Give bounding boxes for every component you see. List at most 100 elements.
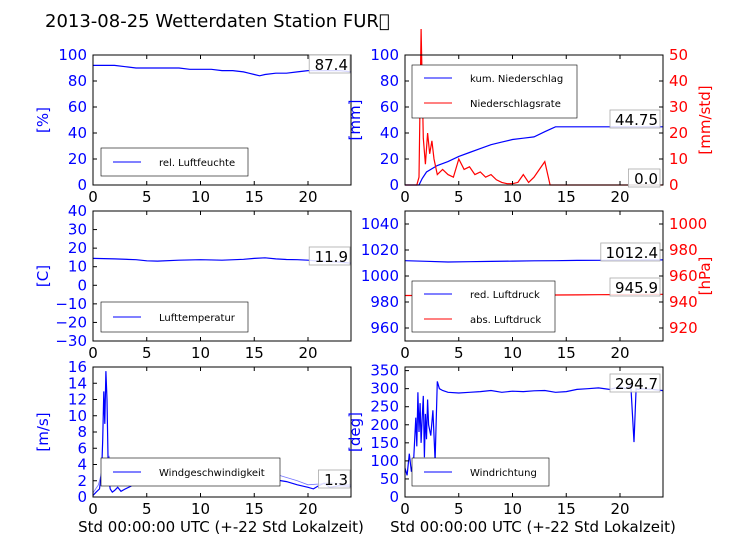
x-tick-label: 20: [610, 344, 629, 362]
legend-label: Niederschlagsrate: [470, 99, 561, 110]
y-tick-label: 8: [77, 423, 87, 441]
panel-temperature: 0 5 10 15 20−30−20−10010203040[C]Lufttempera…: [34, 202, 352, 362]
y2-tick-label: 1000: [669, 215, 707, 233]
legend-label: Lufttemperatur: [159, 313, 236, 324]
panel-wind: 0 5 10 15 200246810121416[m/s]Windgeschwindi…: [34, 358, 352, 518]
x-tick-label: 15: [557, 344, 576, 362]
y-tick-label: 40: [68, 124, 87, 142]
y-tick-label: −20: [55, 313, 87, 331]
y2-tick-label: 920: [669, 319, 698, 337]
x-tick-label: 15: [557, 188, 576, 206]
panel-winddir: 0 5 10 15 20050100150200250300350[deg]Windri…: [346, 362, 664, 518]
current-value: 87.4: [315, 56, 348, 74]
y-tick-label: 1020: [361, 241, 399, 259]
y-tick-label: −10: [55, 295, 87, 313]
legend-box: [411, 64, 578, 119]
legend-box: [411, 280, 556, 333]
y-tick-label: 2: [77, 472, 87, 490]
y-tick-label: 1000: [361, 267, 399, 285]
legend-winddir: Windrichtung: [411, 457, 550, 487]
y-axis-label: [mm]: [346, 100, 364, 141]
x-tick-label: 20: [298, 500, 317, 518]
y2-axis-label: [hPa]: [696, 257, 714, 296]
x-tick-label: 5: [454, 344, 464, 362]
y-tick-label: 0: [389, 176, 399, 194]
current-value-box: [609, 109, 661, 129]
y-tick-label: 960: [370, 319, 399, 337]
x-tick-label: 15: [245, 188, 264, 206]
y-tick-label: 10: [68, 407, 87, 425]
plot-frame-temperature: [92, 210, 352, 342]
y-tick-label: 20: [68, 150, 87, 168]
y-tick-label: 300: [370, 380, 399, 398]
y2-tick-label: 960: [669, 267, 698, 285]
y2-tick-label: 20: [669, 124, 688, 142]
current-value-box: [317, 469, 351, 489]
x-tick-label: 10: [191, 188, 210, 206]
legend-precip: kum. Niederschlag Niederschlagsrate: [411, 64, 578, 119]
y-tick-label: 4: [77, 456, 87, 474]
x-tick-label: 0: [400, 500, 410, 518]
y-tick-label: 20: [68, 239, 87, 257]
legend-temperature: Lufttemperatur: [100, 301, 249, 333]
y-axis-label: [m/s]: [34, 412, 52, 451]
y-tick-label: 60: [68, 98, 87, 116]
x-tick-label: 15: [245, 344, 264, 362]
panel-precip: 0 5 10 15 20 0 20 40 60 80 100 0 10 20 30 40 50 [mm] [mm/s…: [346, 28, 714, 206]
current-value: 1.3: [324, 471, 348, 489]
y-tick-label: 80: [380, 72, 399, 90]
x-tick-label: 20: [610, 188, 629, 206]
x-tick-label: 15: [245, 500, 264, 518]
current-value: 1012.4: [606, 244, 659, 262]
y2-axis-label: [mm/std]: [696, 85, 714, 154]
plot-frame-precip: [404, 54, 664, 186]
y-tick-label: 40: [380, 124, 399, 142]
y2-tick-label: 940: [669, 293, 698, 311]
current-value: 44.75: [615, 111, 658, 129]
y2-tick-label: 30: [669, 98, 688, 116]
x-tick-label: 0: [88, 500, 98, 518]
panel-humidity: 0 5 10 15 20 0 20 40 60 80 100 [%] rel. Luftfeuchte 8…: [34, 46, 352, 206]
y-tick-label: 12: [68, 391, 87, 409]
legend-humidity: rel. Luftfeuchte: [100, 147, 249, 177]
current-value-box: [609, 373, 661, 393]
x-tick-label: 20: [610, 500, 629, 518]
y-tick-label: 250: [370, 398, 399, 416]
x-tick-label: 10: [503, 344, 522, 362]
y-tick-label: 60: [380, 98, 399, 116]
x-tick-label: 0: [400, 344, 410, 362]
y2-tick-label: 10: [669, 150, 688, 168]
x-tick-label: 5: [142, 344, 152, 362]
x-tick-label: 10: [191, 344, 210, 362]
x-tick-label: 10: [503, 188, 522, 206]
y-tick-label: 10: [68, 258, 87, 276]
current-value-box: [609, 277, 661, 297]
y-axis-label: [C]: [34, 265, 52, 287]
y2-tick-label: 0: [669, 176, 679, 194]
legend-label: kum. Niederschlag: [470, 74, 563, 85]
y-tick-label: 80: [68, 72, 87, 90]
y2-tick-label: 980: [669, 241, 698, 259]
y-tick-label: 40: [68, 202, 87, 220]
current-value: 11.9: [315, 248, 348, 266]
legend-label: Windrichtung: [470, 468, 537, 479]
current-value: 294.7: [615, 375, 658, 393]
x-tick-label: 0: [400, 188, 410, 206]
y-axis-label: [deg]: [346, 412, 364, 452]
figure-title: 2013-08-25 Wetterdaten Station FUR : [45, 11, 390, 32]
y-tick-label: 100: [370, 46, 399, 64]
y-tick-label: 0: [389, 488, 399, 506]
legend-pressure: red. Luftdruck abs. Luftdruck: [411, 280, 556, 333]
y-tick-label: −30: [55, 332, 87, 350]
y2-tick-label: 50: [669, 46, 688, 64]
y-tick-label: 0: [77, 276, 87, 294]
y-axis-label: [%]: [34, 107, 52, 133]
x-tick-label: 5: [454, 500, 464, 518]
series-line-humidity-0: [93, 64, 352, 77]
legend-label: rel. Luftfeuchte: [159, 158, 235, 169]
x-tick-label: 20: [298, 188, 317, 206]
x-tick-label: 10: [191, 500, 210, 518]
x-tick-label: 15: [557, 500, 576, 518]
x-tick-label: 10: [503, 500, 522, 518]
